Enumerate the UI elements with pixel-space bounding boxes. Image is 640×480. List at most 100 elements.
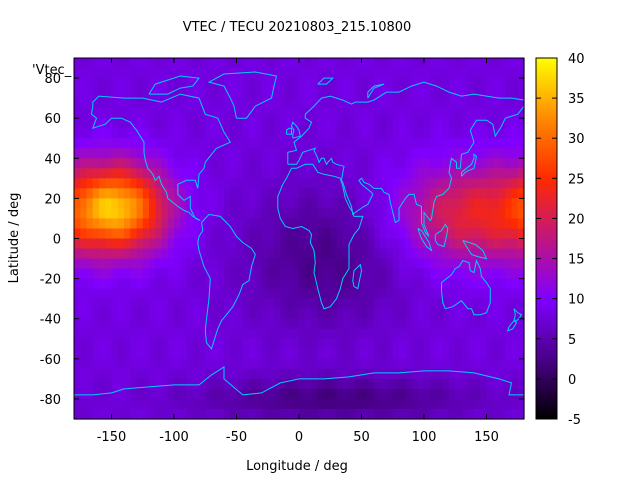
heatmap-cell: [242, 358, 250, 370]
heatmap-cell: [455, 398, 463, 410]
heatmap-cell: [442, 338, 450, 350]
heatmap-cell: [380, 258, 388, 270]
heatmap-cell: [117, 118, 125, 129]
heatmap-cell: [349, 178, 356, 189]
coastline: [367, 83, 385, 99]
heatmap-cell: [511, 288, 519, 300]
heatmap-cell: [355, 238, 363, 250]
heatmap-cell: [324, 258, 331, 270]
heatmap-cell: [386, 178, 394, 189]
heatmap-cell: [411, 58, 419, 69]
heatmap-cell: [417, 188, 425, 199]
heatmap-cell: [449, 328, 456, 340]
heatmap-cell: [155, 178, 163, 189]
coastline: [74, 365, 524, 396]
heatmap-cell: [161, 178, 169, 189]
heatmap-cell: [499, 198, 506, 210]
heatmap-cell: [199, 308, 206, 320]
heatmap-cell: [417, 118, 425, 129]
heatmap-cell: [86, 318, 94, 330]
heatmap-cell: [442, 278, 450, 290]
heatmap-cell: [180, 218, 188, 230]
heatmap-cell: [424, 158, 431, 169]
heatmap-cell: [111, 288, 119, 300]
heatmap-cell: [117, 168, 125, 179]
heatmap-cell: [505, 198, 513, 210]
heatmap-cell: [499, 188, 506, 199]
heatmap-cell: [505, 348, 513, 360]
heatmap-cell: [292, 268, 300, 280]
heatmap-cell: [367, 208, 375, 220]
heatmap-cell: [405, 348, 413, 360]
heatmap-cell: [142, 88, 150, 99]
heatmap-cell: [230, 408, 238, 420]
heatmap-cell: [217, 88, 225, 99]
heatmap-cell: [449, 198, 456, 210]
heatmap-cell: [374, 138, 381, 149]
heatmap-cell: [517, 128, 525, 139]
heatmap-cell: [361, 178, 369, 189]
heatmap-cell: [511, 388, 519, 400]
heatmap-cell: [417, 338, 425, 350]
heatmap-cell: [74, 288, 81, 300]
heatmap-cell: [317, 158, 325, 169]
heatmap-cell: [361, 68, 369, 79]
heatmap-cell: [480, 378, 488, 390]
heatmap-cell: [249, 148, 256, 159]
heatmap-cell: [92, 398, 100, 410]
heatmap-cell: [311, 118, 319, 129]
heatmap-cell: [361, 238, 369, 250]
heatmap-cell: [361, 308, 369, 320]
heatmap-cell: [355, 68, 363, 79]
heatmap-cell: [136, 78, 144, 89]
heatmap-cell: [461, 348, 469, 360]
heatmap-cell: [92, 368, 100, 380]
heatmap-cell: [436, 228, 444, 240]
heatmap-cell: [99, 58, 106, 69]
heatmap-cell: [224, 388, 231, 400]
heatmap-cell: [255, 298, 263, 310]
heatmap-cell: [405, 218, 413, 230]
heatmap-cell: [299, 318, 306, 330]
heatmap-cell: [211, 388, 219, 400]
heatmap-cell: [461, 388, 469, 400]
heatmap-cell: [255, 158, 263, 169]
heatmap-cell: [136, 88, 144, 99]
heatmap-cell: [292, 128, 300, 139]
heatmap-cell: [236, 88, 244, 99]
heatmap-cell: [386, 98, 394, 109]
heatmap-cell: [167, 138, 175, 149]
heatmap-cell: [361, 218, 369, 230]
heatmap-cell: [292, 278, 300, 290]
heatmap-cell: [374, 288, 381, 300]
heatmap-cell: [405, 78, 413, 89]
heatmap-cell: [467, 58, 475, 69]
heatmap-cell: [349, 78, 356, 89]
heatmap-cell: [117, 78, 125, 89]
heatmap-cell: [305, 198, 313, 210]
heatmap-cell: [399, 168, 406, 179]
heatmap-cell: [411, 118, 419, 129]
heatmap-cell: [417, 268, 425, 280]
heatmap-cell: [349, 398, 356, 410]
heatmap-cell: [274, 408, 281, 420]
heatmap-cell: [124, 318, 131, 330]
heatmap-cell: [355, 168, 363, 179]
heatmap-cell: [299, 328, 306, 340]
heatmap-cell: [455, 318, 463, 330]
heatmap-cell: [192, 138, 200, 149]
heatmap-cell: [242, 408, 250, 420]
coastline: [434, 223, 449, 248]
heatmap-cell: [255, 178, 263, 189]
heatmap-cell: [80, 158, 88, 169]
heatmap-cell: [130, 248, 138, 260]
heatmap-cell: [336, 278, 344, 290]
heatmap-cell: [492, 188, 500, 199]
heatmap-cell: [480, 238, 488, 250]
heatmap-cell: [299, 248, 306, 260]
heatmap-cell: [299, 368, 306, 380]
heatmap-cell: [142, 268, 150, 280]
heatmap-cell: [399, 108, 406, 119]
x-tick-label: -50: [226, 430, 247, 445]
chart-title: VTEC / TECU 20210803_215.10800: [183, 20, 412, 35]
